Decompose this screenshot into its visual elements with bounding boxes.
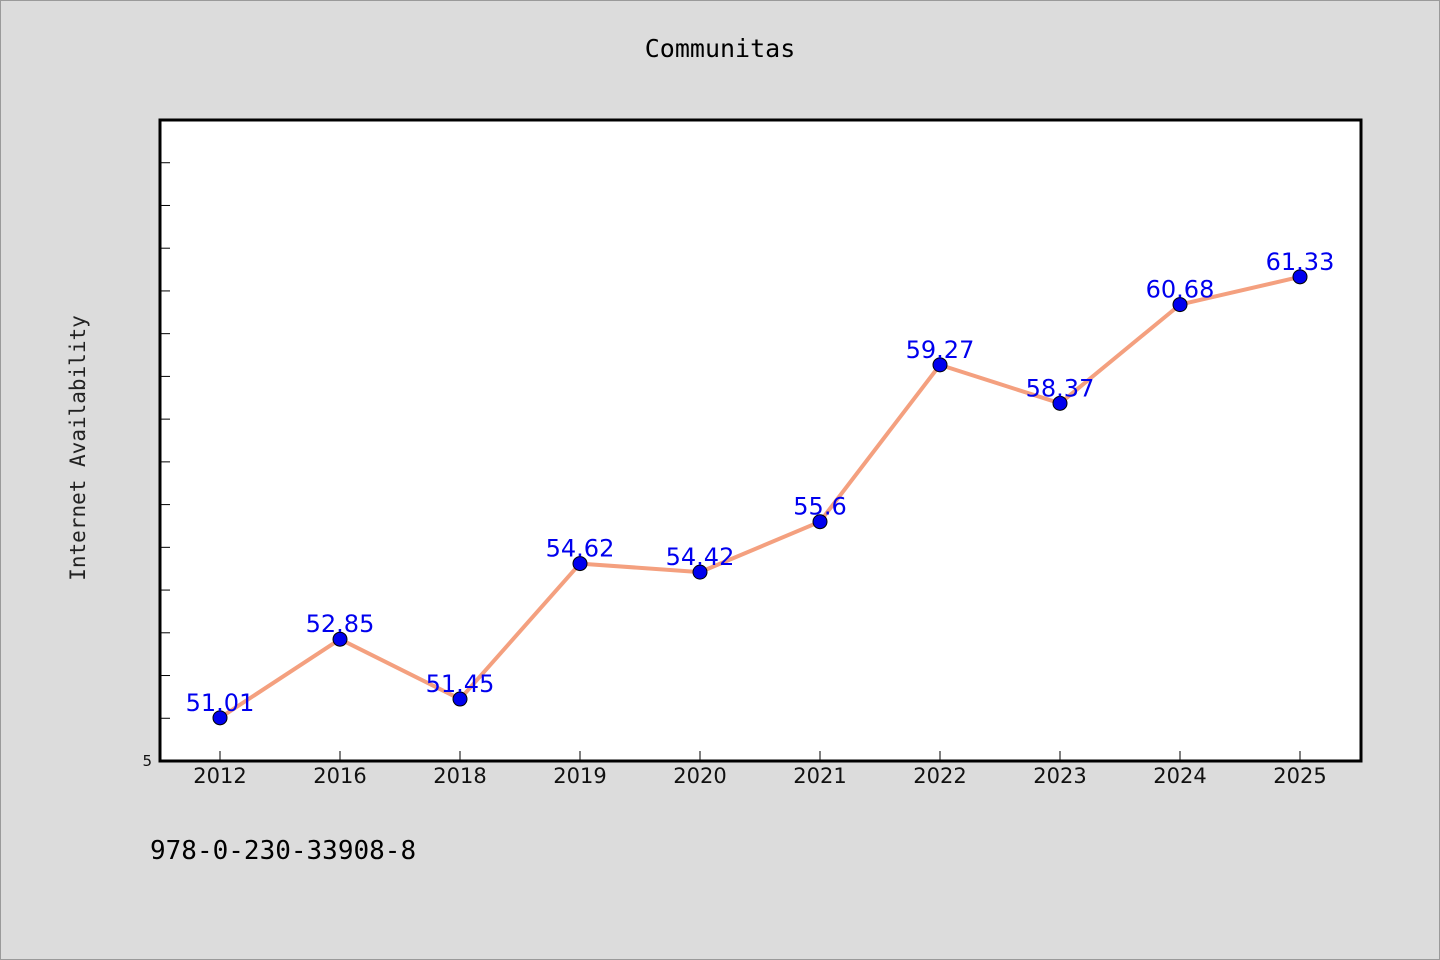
series-line bbox=[218, 274, 1301, 720]
data-label: 51.45 bbox=[426, 670, 495, 698]
data-label: 54.42 bbox=[666, 543, 735, 571]
x-axis-ticks: 2012 2016 2018 2019 2020 2021 2022 2023 2024 2025 bbox=[193, 751, 1327, 788]
data-point bbox=[1052, 395, 1068, 411]
data-label: 55.6 bbox=[793, 493, 846, 521]
data-point bbox=[452, 691, 468, 707]
data-label: 58.37 bbox=[1026, 374, 1095, 402]
data-label: 61.33 bbox=[1266, 248, 1335, 276]
data-label: 59.27 bbox=[906, 336, 975, 364]
y-tick-label: 5 bbox=[142, 752, 152, 770]
x-tick-label: 2012 bbox=[193, 764, 246, 788]
x-tick-label: 2024 bbox=[1153, 764, 1206, 788]
chart-title: Communitas bbox=[644, 34, 796, 63]
data-label: 54.62 bbox=[546, 535, 615, 563]
data-point bbox=[1172, 297, 1188, 313]
x-tick-label: 2021 bbox=[793, 764, 846, 788]
x-tick-label: 2016 bbox=[313, 764, 366, 788]
footer-identifier: 978-0-230-33908-8 bbox=[150, 836, 417, 866]
x-tick-label: 2025 bbox=[1273, 764, 1326, 788]
data-label: 52.85 bbox=[306, 610, 375, 638]
data-labels: 51.01 52.85 51.45 54.62 54.42 55.6 59.27 58.37 6… bbox=[186, 248, 1335, 717]
y-axis-ticks: 5 bbox=[142, 162, 170, 770]
plot-area bbox=[158, 118, 1363, 763]
data-label: 51.01 bbox=[186, 689, 255, 717]
x-tick-label: 2019 bbox=[553, 764, 606, 788]
series-line-group bbox=[218, 274, 1301, 720]
data-point bbox=[692, 564, 708, 580]
data-label: 60.68 bbox=[1146, 276, 1215, 304]
x-tick-label: 2022 bbox=[913, 764, 966, 788]
x-tick-label: 2023 bbox=[1033, 764, 1086, 788]
x-tick-label: 2018 bbox=[433, 764, 486, 788]
data-point bbox=[212, 710, 228, 726]
data-point bbox=[812, 514, 828, 530]
data-point bbox=[1292, 269, 1308, 285]
data-point bbox=[332, 631, 348, 647]
data-points bbox=[212, 269, 1308, 726]
x-tick-label: 2020 bbox=[673, 764, 726, 788]
data-point bbox=[572, 556, 588, 572]
data-point bbox=[932, 357, 948, 373]
